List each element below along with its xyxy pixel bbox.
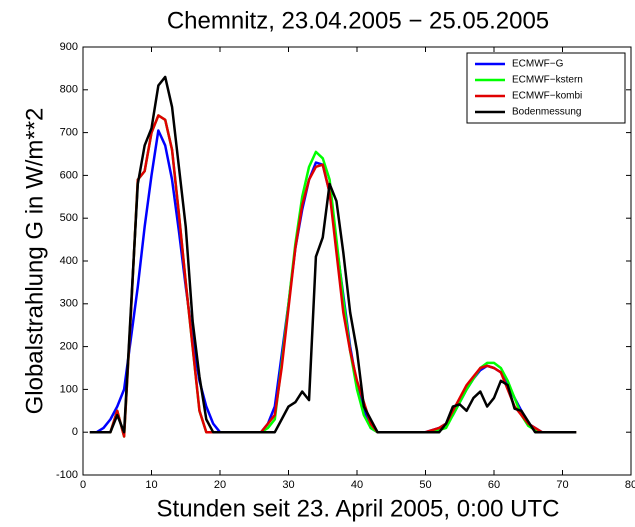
legend-label: ECMWF−G — [512, 59, 564, 70]
y-axis-label: Globalstrahlung G in W/m**2 — [21, 108, 48, 415]
y-tick-label: 400 — [60, 255, 78, 267]
x-tick-label: 70 — [556, 479, 568, 491]
data-line — [89, 75, 577, 434]
y-tick-label: 100 — [60, 383, 78, 395]
y-tick-label: 900 — [60, 41, 78, 53]
x-axis-label: Stunden seit 23. April 2005, 0:00 UTC — [157, 495, 560, 522]
legend: ECMWF−G ECMWF−kstern ECMWF−kombi Bodenmessu… — [466, 52, 626, 124]
data-line — [89, 114, 577, 438]
legend-label: Bodenmessung — [512, 107, 582, 118]
x-tick-label: 60 — [488, 479, 500, 491]
y-tick-label: -100 — [56, 469, 78, 481]
x-tick-label: 80 — [625, 479, 635, 491]
chart-title: Chemnitz, 23.04.2005 − 25.05.2005 — [167, 7, 549, 34]
legend-label: ECMWF−kombi — [512, 91, 582, 102]
x-tick-label: 0 — [80, 479, 86, 491]
legend-label: ECMWF−kstern — [512, 75, 583, 86]
y-tick-label: 0 — [72, 426, 78, 438]
y-tick-label: 700 — [60, 127, 78, 139]
y-tick-label: 200 — [60, 341, 78, 353]
y-tick-label: 500 — [60, 212, 78, 224]
x-tick-label: 40 — [351, 479, 363, 491]
x-tick-label: 10 — [145, 479, 157, 491]
x-tick-label: 50 — [419, 479, 431, 491]
y-tick-label: 300 — [60, 298, 78, 310]
plot-frame — [82, 46, 632, 476]
x-tick-label: 20 — [214, 479, 226, 491]
y-tick-label: 600 — [60, 169, 78, 181]
x-tick-label: 30 — [282, 479, 294, 491]
y-tick-label: 800 — [60, 84, 78, 96]
